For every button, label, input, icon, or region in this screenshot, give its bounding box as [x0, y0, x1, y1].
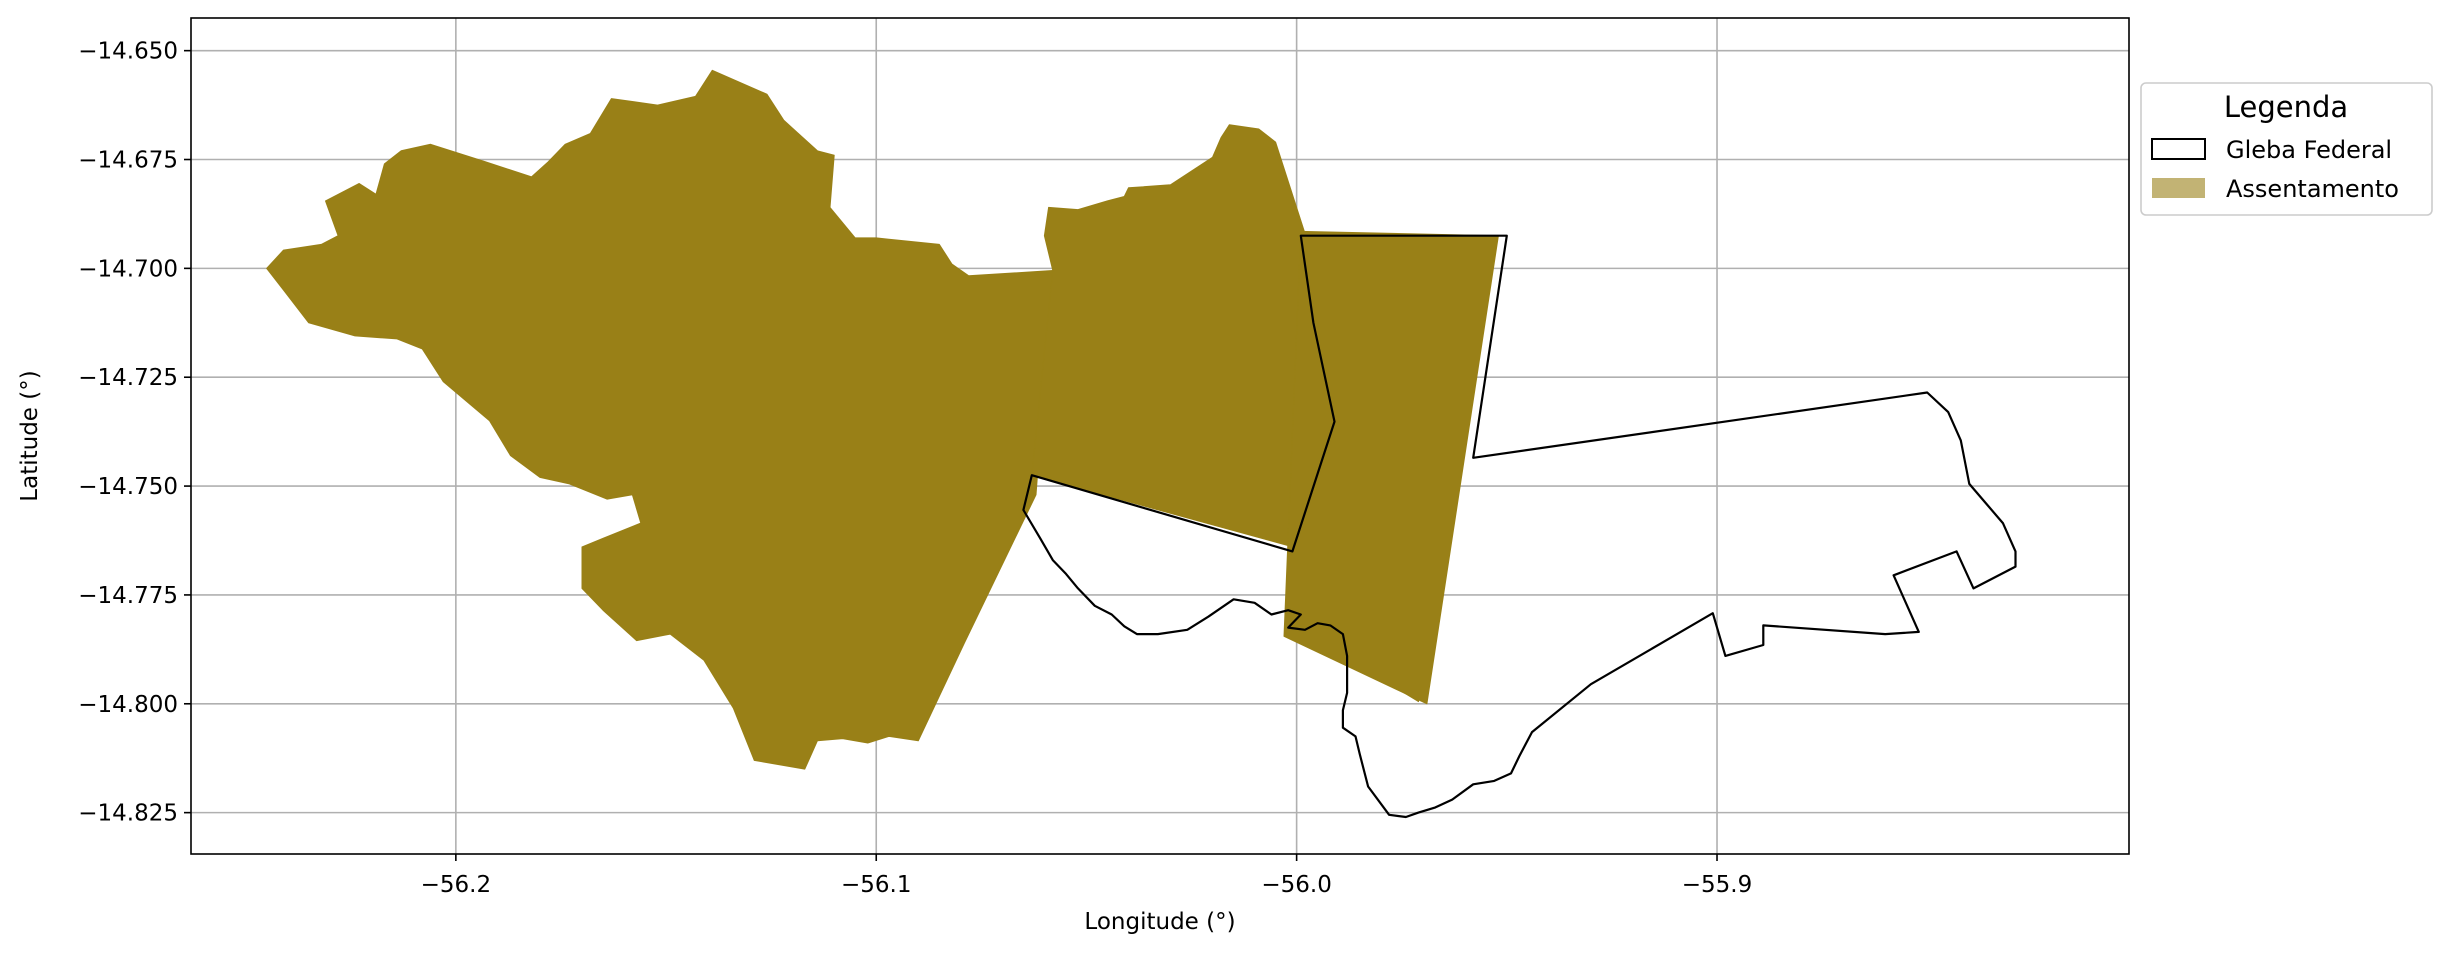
y-tick-label: −14.650	[78, 39, 178, 65]
assentamento-polygon-1	[266, 69, 1054, 770]
legend: Legenda Gleba Federal Assentamento	[2140, 82, 2433, 216]
y-tick-label: −14.725	[78, 365, 178, 391]
legend-box	[2140, 82, 2433, 216]
plot-frame	[190, 17, 2130, 855]
y-tick-label: −14.750	[78, 474, 178, 500]
layer-gleba-federal	[1022, 234, 2017, 819]
y-tick-label: −14.700	[78, 256, 178, 282]
legend-title: Legenda	[2224, 90, 2348, 124]
x-tick-label: −56.1	[841, 872, 911, 898]
layer-assentamento	[266, 69, 1499, 770]
x-tick-label: −55.9	[1682, 872, 1752, 898]
y-tick-label: −14.775	[78, 583, 178, 609]
x-tick-label: −56.2	[421, 872, 491, 898]
legend-label-gleba-federal: Gleba Federal	[2226, 136, 2392, 164]
legend-label-assentamento: Assentamento	[2226, 175, 2399, 203]
y-tick-label: −14.800	[78, 692, 178, 718]
legend-swatch-assentamento	[2152, 178, 2205, 198]
assentamento-polygon-3	[1283, 230, 1499, 705]
y-tick-label: −14.675	[78, 148, 178, 174]
x-axis-label: Longitude (°)	[1084, 909, 1235, 935]
axis-ticks: −56.2 −56.1 −56.0 −55.9 −14.650 −14.675 −14.70…	[78, 39, 1752, 898]
map-layers	[266, 69, 2017, 819]
legend-swatch-gleba-federal	[2151, 138, 2206, 160]
y-axis-label: Latitude (°)	[17, 370, 43, 501]
x-tick-label: −56.0	[1261, 872, 1331, 898]
y-tick-label: −14.825	[78, 801, 178, 827]
gleba-federal-polygon-1	[1022, 234, 2017, 819]
